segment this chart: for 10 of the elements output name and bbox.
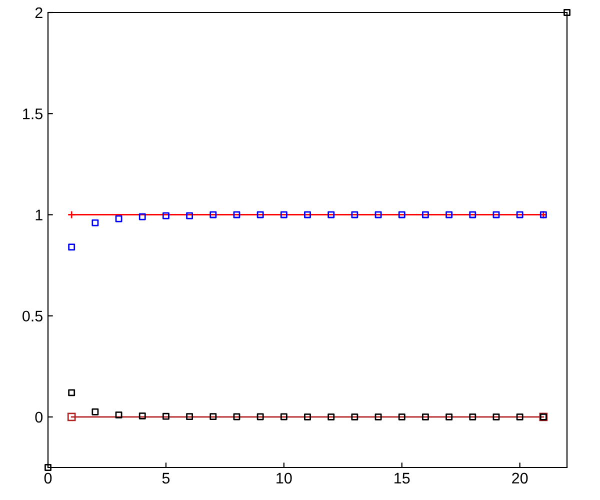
y-tick-label: 1.5: [23, 108, 42, 120]
y-tick-label: 0: [35, 412, 43, 423]
x-tick-label: 0: [44, 472, 52, 484]
y-tick-label: 1: [36, 210, 42, 220]
x-tick-label: 5: [162, 472, 170, 484]
y-tick-label: 2: [35, 7, 42, 18]
x-tick-label: 15: [394, 472, 410, 484]
x-tick-label: 20: [512, 472, 528, 484]
y-tick-label: 0.5: [22, 310, 42, 322]
x-tick-label: 10: [276, 472, 292, 484]
